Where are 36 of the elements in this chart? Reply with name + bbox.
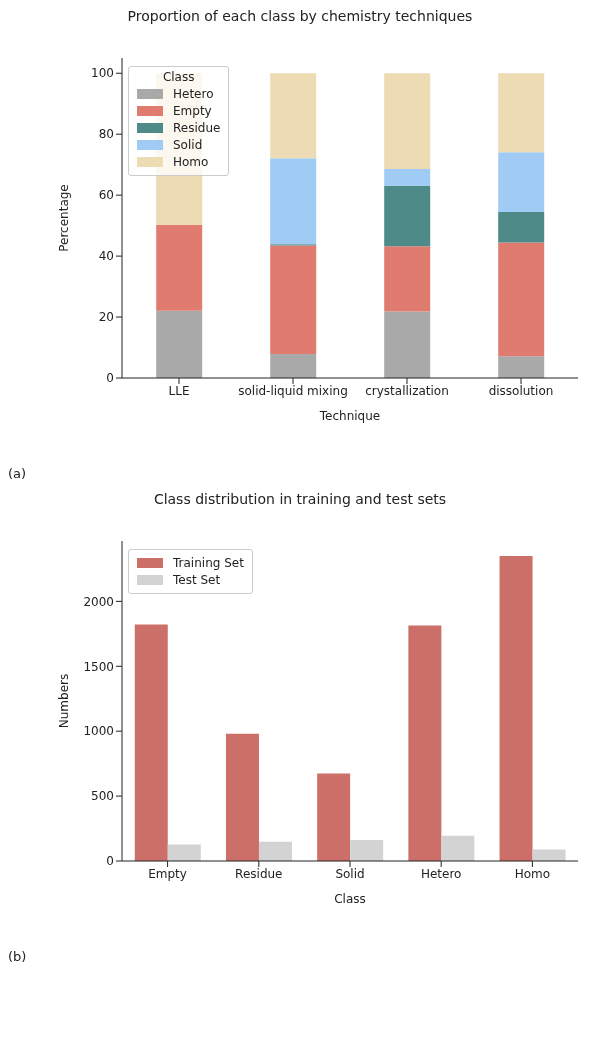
y-tick-label: 1500 bbox=[83, 659, 114, 674]
y-tick-label: 0 bbox=[106, 371, 114, 386]
y-tick-label: 80 bbox=[98, 127, 114, 142]
x-tick-label: Empty bbox=[148, 866, 187, 881]
chart-title: Proportion of each class by chemistry techniques bbox=[126, 8, 474, 26]
x-tick-label: Hetero bbox=[420, 866, 462, 881]
y-tick-label: 500 bbox=[91, 789, 114, 804]
y-tick-label: 20 bbox=[98, 310, 114, 325]
legend-label: Training Set bbox=[173, 556, 244, 570]
text: (a) bbox=[8, 466, 28, 481]
y-tick-label: 1000 bbox=[83, 724, 114, 739]
x-tick-label: Solid bbox=[335, 866, 365, 881]
legend-label: Solid bbox=[173, 138, 203, 152]
x-tick-label: crystallization bbox=[365, 383, 449, 398]
x-tick-label: LLE bbox=[168, 383, 190, 398]
y-tick-label: 0 bbox=[106, 854, 114, 869]
x-tick-label: dissolution bbox=[488, 383, 554, 398]
x-tick-label: solid-liquid mixing bbox=[238, 383, 348, 398]
x-axis-title: Class bbox=[334, 892, 366, 906]
y-tick-label: 2000 bbox=[83, 594, 114, 609]
y-axis-title: Percentage bbox=[57, 184, 72, 252]
y-tick-label: 100 bbox=[91, 66, 114, 81]
x-tick-label: Residue bbox=[235, 866, 283, 881]
x-axis-title: Technique bbox=[318, 409, 381, 423]
legend-label: Homo bbox=[173, 155, 209, 169]
legend-title: Class bbox=[161, 70, 196, 84]
chart-title: Class distribution in training and test sets bbox=[152, 491, 448, 509]
legend-label: Hetero bbox=[173, 87, 214, 101]
y-axis-title: Numbers bbox=[57, 673, 72, 729]
text: (b) bbox=[8, 949, 28, 964]
legend-label: Residue bbox=[173, 121, 221, 135]
y-tick-label: 40 bbox=[98, 249, 114, 264]
legend-label: Test Set bbox=[173, 573, 221, 587]
y-tick-label: 60 bbox=[98, 188, 114, 203]
legend-label: Empty bbox=[173, 104, 212, 118]
x-tick-label: Homo bbox=[514, 866, 551, 881]
